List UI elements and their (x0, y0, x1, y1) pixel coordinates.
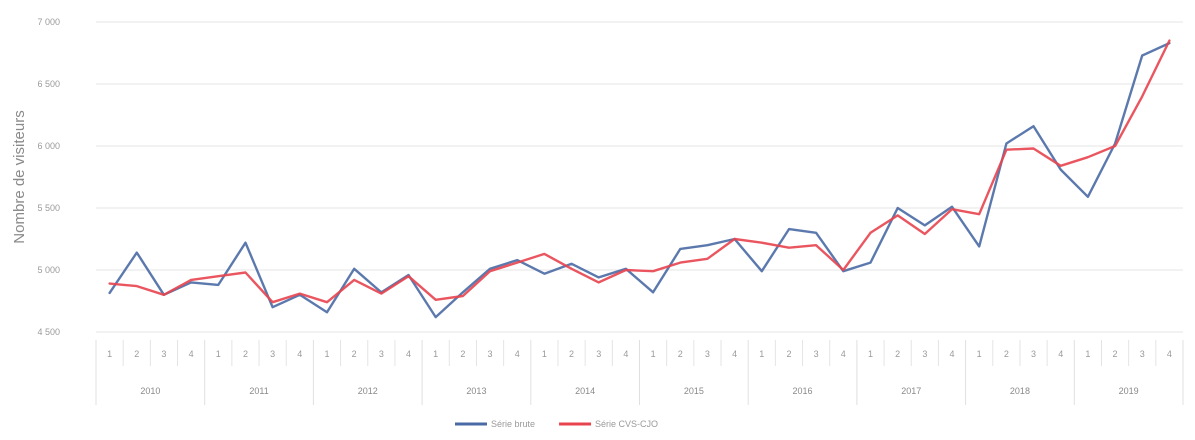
y-tick-label: 6 000 (37, 141, 60, 151)
x-quarter-label: 4 (515, 349, 520, 359)
y-tick-label: 5 000 (37, 265, 60, 275)
x-quarter-label: 1 (1085, 349, 1090, 359)
x-quarter-label: 3 (705, 349, 710, 359)
y-tick-label: 4 500 (37, 327, 60, 337)
x-quarter-label: 2 (895, 349, 900, 359)
legend-label: Série brute (491, 419, 535, 429)
x-quarter-label: 4 (841, 349, 846, 359)
legend: Série brute Série CVS-CJO (455, 419, 658, 429)
x-quarter-label: 4 (950, 349, 955, 359)
x-quarter-label: 2 (1004, 349, 1009, 359)
x-year-label: 2019 (1119, 386, 1139, 396)
x-quarter-label: 1 (324, 349, 329, 359)
x-quarter-label: 3 (1140, 349, 1145, 359)
x-quarter-label: 2 (569, 349, 574, 359)
x-quarter-label: 1 (216, 349, 221, 359)
x-quarter-label: 2 (134, 349, 139, 359)
x-year-label: 2017 (901, 386, 921, 396)
y-tick-label: 6 500 (37, 79, 60, 89)
x-year-label: 2010 (140, 386, 160, 396)
y-tick-label: 7 000 (37, 17, 60, 27)
series-line-s-rie-cvs-cjo (108, 39, 1171, 304)
x-year-label: 2015 (684, 386, 704, 396)
y-axis-title: Nombre de visiteurs (11, 110, 28, 243)
x-quarter-label: 1 (433, 349, 438, 359)
x-quarter-label: 2 (460, 349, 465, 359)
x-quarter-label: 4 (406, 349, 411, 359)
x-quarter-label: 3 (379, 349, 384, 359)
y-axis-ticks: 4 500 5 000 5 500 6 000 6 500 7 000 (37, 17, 60, 337)
x-year-label: 2018 (1010, 386, 1030, 396)
x-quarter-label: 3 (1031, 349, 1036, 359)
x-quarter-label: 1 (107, 349, 112, 359)
y-tick-label: 5 500 (37, 203, 60, 213)
series-lines (108, 39, 1171, 319)
x-quarter-label: 3 (270, 349, 275, 359)
x-quarter-label: 2 (678, 349, 683, 359)
x-quarter-label: 4 (1167, 349, 1172, 359)
x-quarter-label: 3 (161, 349, 166, 359)
x-quarter-label: 1 (542, 349, 547, 359)
x-quarter-label: 3 (488, 349, 493, 359)
x-year-label: 2014 (575, 386, 595, 396)
x-quarter-label: 4 (297, 349, 302, 359)
x-year-label: 2013 (466, 386, 486, 396)
x-year-label: 2012 (358, 386, 378, 396)
x-quarter-label: 3 (814, 349, 819, 359)
x-quarter-label: 4 (732, 349, 737, 359)
x-quarter-label: 1 (977, 349, 982, 359)
x-quarter-label: 4 (623, 349, 628, 359)
x-quarter-label: 2 (786, 349, 791, 359)
x-quarter-label: 4 (189, 349, 194, 359)
x-quarter-label: 2 (1113, 349, 1118, 359)
x-quarter-label: 3 (596, 349, 601, 359)
x-quarter-label: 1 (759, 349, 764, 359)
gridlines (96, 21, 1183, 333)
x-quarter-label: 2 (352, 349, 357, 359)
x-axis: 1 2 3 4 2010 1 2 3 4 2011 1 2 3 4 2012 1 2 3 4 2013 1 2 3 4 2014… (95, 340, 1184, 405)
x-quarter-label: 2 (243, 349, 248, 359)
x-quarter-label: 4 (1058, 349, 1063, 359)
x-year-label: 2016 (793, 386, 813, 396)
x-quarter-label: 1 (651, 349, 656, 359)
legend-label: Série CVS-CJO (595, 419, 658, 429)
series-line-s-rie-brute (108, 41, 1171, 319)
x-quarter-label: 1 (868, 349, 873, 359)
x-quarter-label: 3 (922, 349, 927, 359)
x-year-label: 2011 (249, 386, 268, 396)
